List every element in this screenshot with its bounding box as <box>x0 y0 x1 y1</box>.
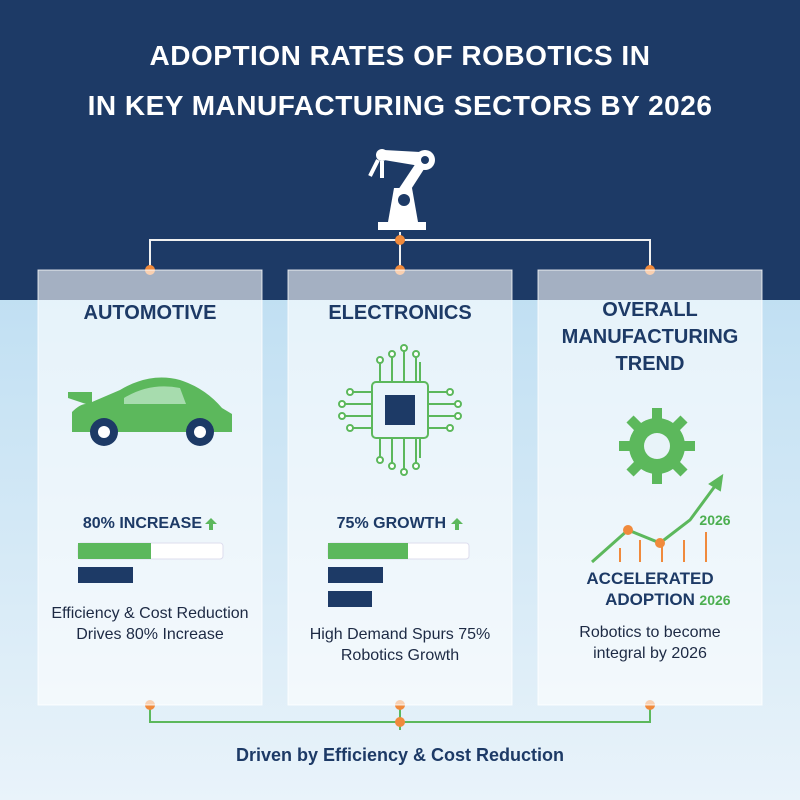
panel-title: ELECTRONICS <box>328 302 472 324</box>
title-line: ADOPTION RATES OF ROBOTICS IN <box>149 40 651 71</box>
panel-description: Efficiency & Cost Reduction Drives 80% I… <box>51 605 249 643</box>
stat-year: 2026 <box>699 592 731 608</box>
panel-stat: 75% GROWTH <box>336 515 446 532</box>
gear-icon <box>619 408 695 484</box>
robot-icon <box>368 149 435 230</box>
trend-icon <box>591 473 724 564</box>
title-line: IN KEY MANUFACTURING SECTORS BY 2026 <box>87 90 713 121</box>
up-arrows <box>205 518 463 530</box>
panels <box>37 269 763 706</box>
progress-bars <box>77 542 470 607</box>
panel-stat: ACCELERATED ADOPTION <box>586 569 714 609</box>
panel-description: Robotics to become integral by 2026 <box>579 624 721 662</box>
panel-description: High Demand Spurs 75% Robotics Growth <box>309 626 491 664</box>
panel-title: OVERALL MANUFACTURING TREND <box>561 299 739 375</box>
panel-stat: 80% INCREASE <box>82 515 202 532</box>
chip-icon <box>338 344 462 476</box>
chart-label: 2026 <box>699 512 731 528</box>
footer-text: Driven by Efficiency & Cost Reduction <box>235 745 565 765</box>
panel-title: AUTOMOTIVE <box>83 302 217 324</box>
car-icon <box>68 377 232 446</box>
